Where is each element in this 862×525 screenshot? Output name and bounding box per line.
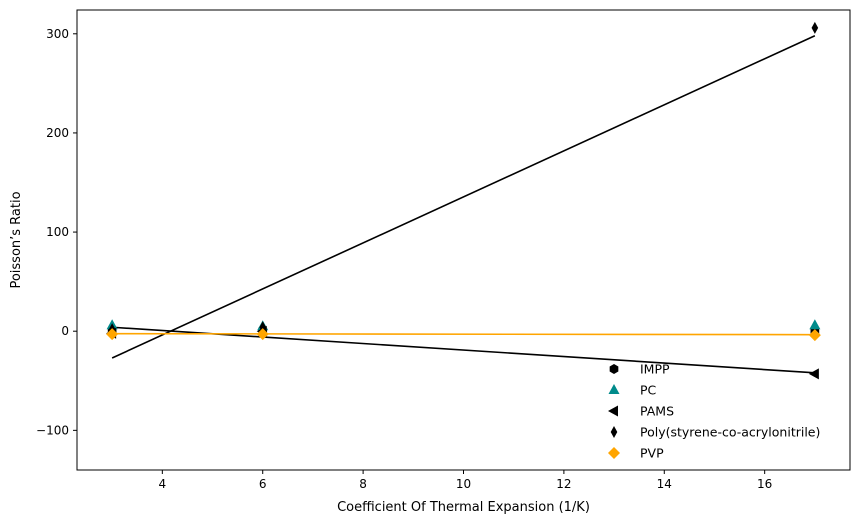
legend-label: PC: [640, 383, 657, 398]
y-tick-label: 200: [46, 126, 69, 140]
y-axis-label: Poisson’s Ratio: [9, 191, 24, 288]
legend-marker: [608, 405, 618, 417]
point-pams: [808, 368, 819, 380]
fit-line-poly-styrene-co-acrylonitrile: [111, 35, 816, 359]
legend-marker: [609, 364, 619, 374]
plot-frame: [76, 9, 851, 471]
y-tick-label: 0: [61, 324, 69, 338]
point-pvp: [106, 328, 119, 341]
fit-line-pvp: [112, 332, 815, 336]
x-axis-label: Coefficient Of Thermal Expansion (1/K): [337, 500, 590, 515]
x-tick-label: 6: [259, 477, 267, 491]
y-axis-ticks: −100 0 100 200 300: [36, 27, 77, 437]
legend-label: PVP: [640, 446, 664, 461]
data-points: [106, 21, 821, 380]
legend-label: PAMS: [640, 404, 674, 419]
legend-marker: [610, 426, 618, 438]
legend: IMPP PC PAMS Poly(styrene-co-acrylonitrile)…: [608, 362, 820, 461]
x-tick-label: 16: [757, 477, 772, 491]
y-tick-label: 100: [46, 225, 69, 239]
x-tick-label: 14: [657, 477, 672, 491]
point-pvp: [256, 328, 269, 341]
point-poly-styrene-co-acrylonitrile: [811, 21, 819, 34]
fit-line-pams: [112, 326, 815, 374]
legend-marker: [608, 384, 620, 394]
y-tick-label: −100: [36, 423, 69, 437]
fit-lines: [111, 35, 816, 374]
point-pvp: [808, 329, 821, 342]
legend-label: IMPP: [640, 362, 670, 377]
x-tick-label: 12: [556, 477, 571, 491]
x-tick-label: 8: [359, 477, 367, 491]
legend-marker: [608, 447, 620, 459]
x-tick-label: 4: [159, 477, 167, 491]
x-tick-label: 10: [456, 477, 471, 491]
x-axis-ticks: 4 6 8 10 12 14 16: [159, 470, 772, 491]
y-tick-label: 300: [46, 27, 69, 41]
legend-label: Poly(styrene-co-acrylonitrile): [640, 425, 820, 440]
point-pc: [809, 319, 821, 330]
